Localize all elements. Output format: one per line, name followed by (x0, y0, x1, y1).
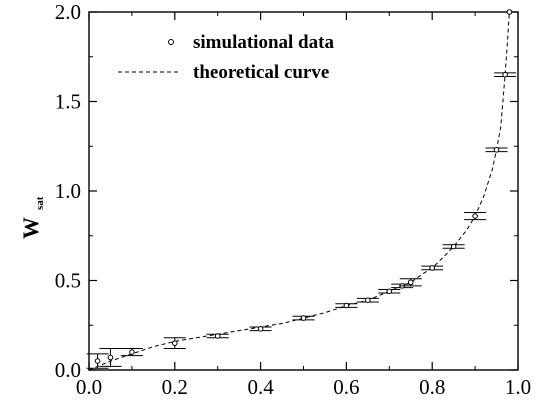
x-tick-label: 1.0 (505, 375, 531, 399)
data-point (86, 353, 109, 369)
data-point-marker (257, 326, 264, 332)
data-point-marker (472, 213, 478, 219)
data-point (163, 337, 186, 350)
y-tick-label: 1.0 (55, 179, 81, 203)
data-point (292, 315, 315, 321)
data-point-marker (502, 71, 508, 78)
data-point-marker (450, 243, 457, 250)
data-point (494, 71, 517, 78)
y-tick-label: 0.5 (55, 269, 81, 293)
data-point (421, 265, 444, 271)
y-axis-label: W sat (18, 196, 46, 239)
data-point-marker (172, 340, 178, 346)
data-point (99, 348, 122, 367)
data-point-marker (493, 147, 500, 153)
axis-ticks (88, 11, 519, 371)
data-point-marker (386, 288, 393, 295)
theoretical-curve-line (88, 11, 510, 371)
data-points-layer (86, 9, 517, 369)
data-point-marker (107, 354, 114, 361)
data-point-marker (365, 297, 371, 303)
data-point-marker (214, 333, 221, 339)
x-tick-label: 0.8 (419, 375, 445, 399)
data-point-marker (94, 358, 101, 364)
data-point (206, 333, 229, 339)
data-point (378, 288, 401, 295)
data-point-marker (129, 349, 135, 355)
data-point (120, 348, 143, 357)
data-point (335, 302, 358, 309)
legend: simulational data theoretical curve (118, 32, 334, 83)
y-tick-label: 0.0 (55, 358, 81, 382)
y-tick-label: 1.5 (55, 90, 81, 114)
data-point (249, 326, 272, 332)
y-tick-label: 2.0 (55, 0, 81, 24)
theoretical-curve-layer (88, 11, 510, 371)
x-tick-label: 0.6 (333, 375, 359, 399)
legend-label-theoretical: theoretical curve (193, 62, 329, 83)
data-point-marker (343, 302, 350, 309)
data-point-marker (300, 315, 307, 321)
x-tick-label: 0.2 (162, 375, 188, 399)
x-tick-label: 0.0 (76, 375, 102, 399)
data-point-marker (506, 9, 513, 15)
y-axis-label-main: W (18, 217, 43, 239)
data-point-marker (429, 265, 436, 271)
data-point (464, 211, 487, 221)
legend-marker-simulational (168, 39, 174, 45)
data-point-marker (407, 279, 414, 286)
data-point (485, 147, 508, 153)
x-tick-label: 0.4 (247, 375, 274, 399)
data-point (442, 243, 465, 250)
data-point (399, 278, 422, 287)
axis-tick-labels: 0.0 0.2 0.4 0.6 0.8 1.0 0.0 0.5 1.0 1.5 2.0 (55, 0, 531, 399)
y-axis-label-subscript: sat (34, 196, 46, 210)
data-point (356, 297, 379, 303)
data-point (504, 9, 515, 15)
legend-label-simulational: simulational data (193, 32, 334, 53)
